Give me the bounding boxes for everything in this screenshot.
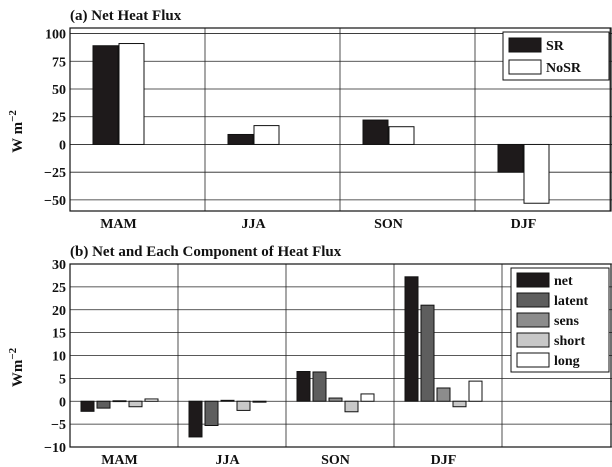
y-tick-label: 20	[52, 304, 66, 319]
y-tick-label: 25	[52, 111, 66, 126]
bar-latent-SON	[312, 371, 327, 402]
y-tick-label: 15	[52, 327, 66, 342]
bar-long-MAM	[144, 398, 159, 402]
bar-SR-JJA	[227, 133, 254, 145]
y-tick-label: −25	[44, 166, 66, 181]
legend-swatch-sens	[516, 312, 550, 328]
bar-sens-MAM	[112, 400, 127, 403]
bar-net-JJA	[188, 400, 203, 438]
panel-b: (b) Net and Each Component of Heat Flux −…	[7, 244, 612, 467]
y-tick-label: −10	[44, 441, 66, 456]
bar-net-DJF	[404, 276, 419, 402]
y-axis-label-unit: W m	[10, 121, 26, 152]
y-tick-label: 0	[59, 395, 66, 410]
x-tick-label-DJF: DJF	[511, 217, 537, 232]
bar-NoSR-MAM	[118, 43, 145, 145]
legend-label-NoSR: NoSR	[546, 61, 582, 76]
y-axis-label-unit: Wm	[10, 359, 26, 387]
legend-label-latent: latent	[554, 294, 589, 309]
x-tick-label-MAM: MAM	[101, 453, 138, 467]
y-tick-label: −5	[51, 418, 66, 433]
bar-short-JJA	[236, 400, 251, 411]
bar-SR-DJF	[497, 143, 524, 173]
legend-label-sens: sens	[554, 314, 579, 329]
x-tick-label-SON: SON	[374, 217, 403, 232]
bar-short-DJF	[452, 400, 467, 408]
bar-SR-MAM	[92, 45, 119, 145]
bar-latent-JJA	[204, 400, 219, 426]
y-tick-label: 10	[52, 350, 66, 365]
bar-long-DJF	[468, 380, 483, 402]
y-tick-label: 50	[52, 83, 66, 98]
plot-frame	[69, 263, 612, 448]
chart-title: (a) Net Heat Flux	[70, 8, 182, 24]
legend-swatch-long	[516, 352, 550, 368]
bar-SR-SON	[362, 119, 389, 145]
legend-swatch-latent	[516, 292, 550, 308]
plot-frame	[69, 27, 612, 212]
legend-label-short: short	[554, 334, 585, 349]
legend-label-SR: SR	[546, 39, 565, 54]
bar-sens-JJA	[220, 399, 235, 402]
legend: net latent sens short long	[510, 267, 610, 373]
bar-NoSR-JJA	[253, 125, 280, 145]
bar-sens-SON	[328, 397, 343, 402]
chart-title: (b) Net and Each Component of Heat Flux	[70, 244, 342, 260]
bar-net-SON	[296, 371, 311, 402]
x-tick-label-JJA: JJA	[241, 217, 266, 232]
legend-label-net: net	[554, 274, 573, 289]
legend-swatch-SR	[508, 37, 542, 53]
panel-a: (a) Net Heat Flux −50 −25 0 25 50 75 100 MAM JJA S…	[7, 8, 612, 232]
x-tick-label-MAM: MAM	[100, 217, 137, 232]
y-axis-label-exponent: −2	[7, 110, 19, 122]
bar-net-MAM	[80, 400, 95, 412]
legend-label-long: long	[554, 354, 580, 369]
x-tick-label-SON: SON	[321, 453, 350, 467]
y-tick-label: 5	[59, 372, 66, 387]
y-tick-label: 75	[52, 55, 66, 70]
bar-sens-DJF	[436, 387, 451, 402]
legend-swatch-short	[516, 332, 550, 348]
y-axis-label: W m−2	[7, 110, 26, 153]
y-tick-label: 30	[52, 258, 66, 273]
y-axis-label: Wm−2	[7, 347, 26, 387]
bar-NoSR-DJF	[523, 143, 550, 204]
bar-short-MAM	[128, 400, 143, 408]
legend-swatch-net	[516, 272, 550, 288]
y-tick-label: 25	[52, 281, 66, 296]
x-tick-label-DJF: DJF	[431, 453, 457, 467]
bar-latent-DJF	[420, 304, 435, 402]
bar-long-JJA	[252, 400, 267, 403]
y-axis-label-exponent: −2	[7, 347, 19, 359]
bar-latent-MAM	[96, 400, 111, 409]
bar-short-SON	[344, 400, 359, 413]
bar-long-SON	[360, 393, 375, 402]
y-tick-label: 0	[59, 138, 66, 153]
y-tick-label: −50	[44, 194, 66, 209]
y-tick-label: 100	[45, 28, 66, 43]
legend: SR NoSR	[502, 31, 610, 81]
bar-NoSR-SON	[388, 126, 415, 145]
x-tick-label-JJA: JJA	[215, 453, 240, 467]
legend-swatch-NoSR	[508, 59, 542, 75]
